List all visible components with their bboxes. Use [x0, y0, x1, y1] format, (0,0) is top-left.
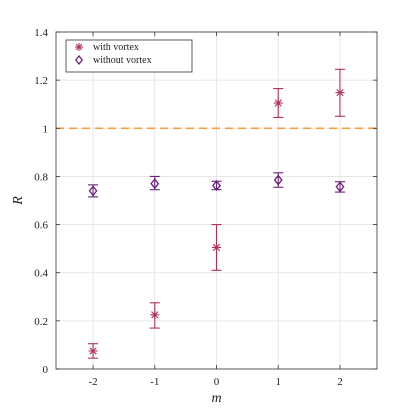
legend-marker-with-vortex: [75, 43, 83, 51]
data-point: [212, 180, 221, 192]
legend-label-with-vortex: with vortex: [93, 42, 139, 53]
y-tick-label: 0.2: [34, 316, 48, 328]
legend-label-without-vortex: without vortex: [93, 55, 152, 66]
axis-ticks: -2 -1 0 1 2 0 0.2 0.4 0.6 0.8 1 1.2 1.4: [34, 27, 377, 388]
y-tick-label: 1.2: [34, 75, 48, 87]
data-point: [88, 346, 98, 356]
x-tick-label: 1: [275, 376, 281, 388]
data-point: [150, 178, 160, 190]
y-tick-label: 1: [43, 123, 49, 135]
data-point: [335, 181, 345, 193]
data-point: [150, 310, 160, 320]
legend: with vortex without vortex: [65, 39, 193, 73]
x-tick-label: -2: [88, 376, 97, 388]
x-tick-label: 0: [214, 376, 220, 388]
legend-diamond-icon: [74, 54, 84, 66]
data-point: [88, 185, 98, 197]
data-point: [212, 242, 221, 252]
series-0: [88, 68, 345, 359]
data-point: [273, 174, 283, 186]
data-series: [88, 68, 345, 359]
y-tick-label: 0.6: [34, 220, 48, 232]
y-tick-label: 0.4: [34, 268, 48, 280]
data-point: [335, 88, 345, 98]
data-point: [273, 98, 283, 108]
x-axis-label: m: [211, 391, 221, 406]
legend-asterisk-icon: [75, 43, 83, 51]
y-tick-label: 0: [43, 364, 49, 376]
legend-box: [65, 39, 193, 73]
y-tick-label: 0.8: [34, 171, 48, 183]
legend-marker-without-vortex: [74, 54, 84, 66]
series-1: [88, 172, 345, 198]
grid: [56, 31, 377, 370]
y-tick-label: 1.4: [34, 27, 48, 39]
x-tick-label: -1: [150, 376, 159, 388]
y-axis-label: R: [11, 196, 26, 206]
x-tick-label: 2: [337, 376, 343, 388]
